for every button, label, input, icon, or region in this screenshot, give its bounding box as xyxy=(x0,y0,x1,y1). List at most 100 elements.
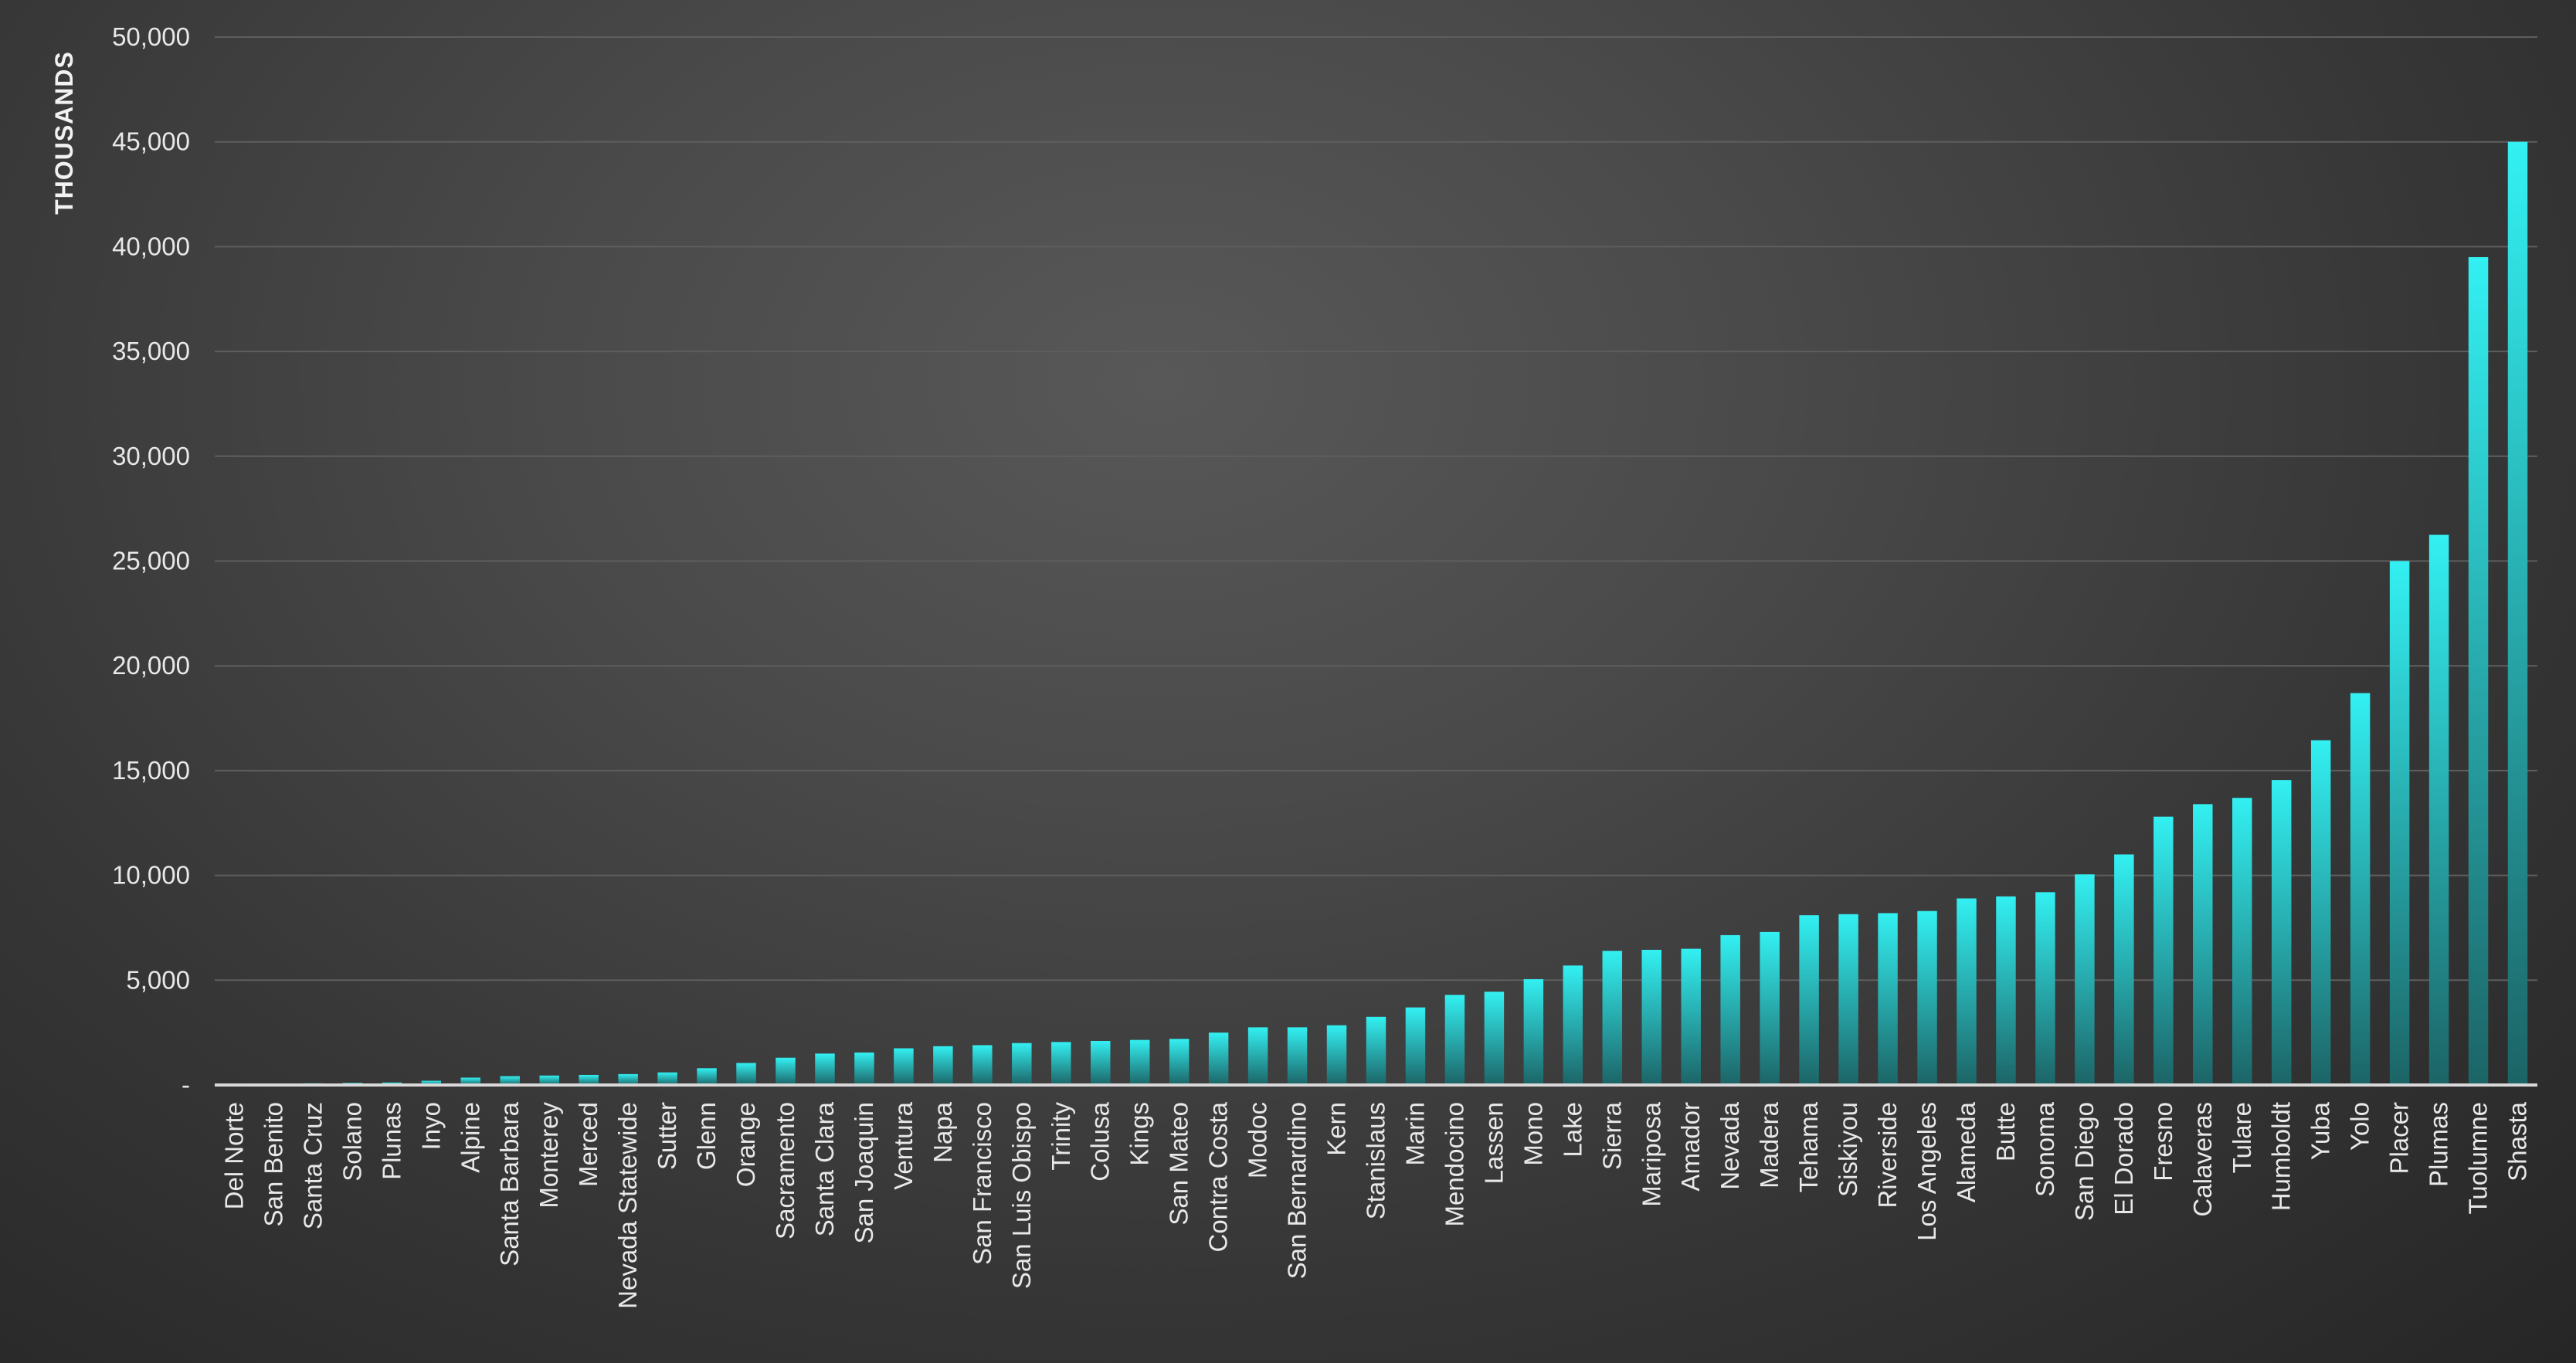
bar xyxy=(894,1048,914,1085)
bar xyxy=(1247,1027,1268,1085)
bar xyxy=(2232,798,2252,1085)
bar xyxy=(815,1053,835,1085)
bar xyxy=(1917,910,1937,1085)
x-tick-label: San Diego xyxy=(2070,1102,2099,1221)
y-axis-tick-labels: - 5,000 10,000 15,000 20,000 25,000 30,000 35,0… xyxy=(112,22,190,1099)
bar xyxy=(657,1072,677,1085)
x-tick-label: Sutter xyxy=(653,1102,681,1170)
gridlines xyxy=(215,36,2537,982)
bar xyxy=(1208,1032,1229,1085)
bar xyxy=(1051,1042,1071,1085)
bar xyxy=(1169,1039,1190,1085)
x-tick-label: Ventura xyxy=(889,1101,918,1189)
bars xyxy=(224,141,2528,1086)
x-tick-label: Siskiyou xyxy=(1834,1102,1862,1197)
bar xyxy=(2350,693,2371,1085)
bar xyxy=(421,1080,442,1085)
x-tick-label: San Bernardino xyxy=(1283,1102,1312,1279)
x-tick-label: Solano xyxy=(338,1102,366,1182)
bar xyxy=(1957,898,1977,1085)
bar xyxy=(1602,951,1623,1085)
x-tick-label: San Mateo xyxy=(1165,1102,1193,1226)
y-tick-label: 15,000 xyxy=(112,756,190,785)
x-tick-label: Stanislaus xyxy=(1362,1102,1390,1219)
bar xyxy=(1484,992,1505,1085)
x-tick-label: Santa Cruz xyxy=(298,1102,327,1229)
x-tick-label: Los Angeles xyxy=(1912,1102,1941,1241)
y-tick-label: 25,000 xyxy=(112,547,190,575)
bar xyxy=(1641,949,1662,1085)
x-tick-label: Tulare xyxy=(2228,1102,2256,1173)
bar xyxy=(2153,816,2174,1085)
bar xyxy=(1838,914,1858,1085)
x-tick-label: San Luis Obispo xyxy=(1007,1102,1036,1289)
x-tick-label: Alpine xyxy=(456,1102,484,1173)
x-tick-label: Mariposa xyxy=(1637,1101,1665,1206)
bar xyxy=(1720,934,1740,1085)
bar xyxy=(1366,1016,1386,1085)
x-tick-label: San Benito xyxy=(259,1102,287,1226)
x-tick-label: Sonoma xyxy=(2031,1101,2059,1197)
bar xyxy=(1563,965,1583,1085)
bar xyxy=(2507,141,2528,1086)
x-tick-label: El Dorado xyxy=(2109,1102,2138,1216)
x-tick-label: Trinity xyxy=(1047,1102,1075,1171)
x-tick-label: Orange xyxy=(731,1102,760,1187)
y-tick-label: 10,000 xyxy=(112,861,190,890)
bar xyxy=(2114,854,2134,1085)
x-tick-label: Butte xyxy=(1991,1102,2020,1161)
x-tick-label: Fresno xyxy=(2149,1102,2177,1182)
x-tick-label: Nevada Statewide xyxy=(613,1102,642,1309)
x-tick-label: Madera xyxy=(1755,1101,1784,1188)
x-tick-label: Del Norte xyxy=(219,1102,248,1209)
x-tick-label: Santa Clara xyxy=(810,1101,839,1236)
bar xyxy=(1090,1041,1111,1085)
bar xyxy=(972,1045,993,1085)
x-tick-label: Plunas xyxy=(377,1102,406,1180)
bar xyxy=(2035,892,2055,1085)
bar xyxy=(539,1075,559,1085)
bar xyxy=(618,1073,638,1085)
bar xyxy=(1129,1039,1150,1085)
x-tick-label: Merced xyxy=(574,1102,602,1187)
bar xyxy=(933,1046,953,1085)
bar xyxy=(2428,534,2449,1085)
bar xyxy=(2271,780,2292,1085)
bar xyxy=(500,1076,520,1085)
bar xyxy=(1405,1007,1426,1085)
x-tick-label: Colusa xyxy=(1086,1101,1115,1181)
bar xyxy=(1444,995,1465,1085)
bar xyxy=(2193,804,2213,1085)
bar xyxy=(1326,1025,1347,1085)
x-tick-label: Mendocino xyxy=(1440,1102,1468,1226)
x-tick-label: Lake xyxy=(1558,1102,1587,1158)
x-tick-label: San Joaquin xyxy=(850,1102,878,1243)
x-tick-label: Tuolumne xyxy=(2464,1102,2493,1215)
bar xyxy=(1287,1027,1308,1085)
x-tick-label: Sacramento xyxy=(771,1102,799,1239)
bar xyxy=(1760,931,1780,1085)
bar xyxy=(1878,913,1898,1085)
y-tick-label: 20,000 xyxy=(112,651,190,680)
x-tick-label: Mono xyxy=(1519,1102,1547,1166)
y-tick-label: 50,000 xyxy=(112,22,190,51)
y-axis-title: THOUSANDS xyxy=(50,51,78,215)
x-tick-label: Humboldt xyxy=(2267,1102,2296,1211)
bar xyxy=(2310,740,2331,1085)
x-tick-label: Glenn xyxy=(692,1102,721,1170)
y-tick-label: 40,000 xyxy=(112,232,190,260)
x-tick-label: Plumas xyxy=(2425,1102,2453,1187)
bar xyxy=(854,1052,874,1085)
x-tick-label: Santa Barbara xyxy=(495,1101,524,1266)
bar xyxy=(1799,915,1819,1085)
x-tick-label: Tehama xyxy=(1794,1101,1823,1192)
x-tick-label: Yolo xyxy=(2346,1102,2374,1151)
bar xyxy=(2468,256,2489,1086)
bar xyxy=(776,1057,796,1085)
y-tick-label: 35,000 xyxy=(112,337,190,365)
x-tick-label: Inyo xyxy=(416,1102,445,1150)
bar xyxy=(460,1077,481,1085)
bar xyxy=(2075,874,2095,1085)
bar xyxy=(1996,896,2016,1085)
x-tick-label: Kern xyxy=(1322,1102,1351,1156)
